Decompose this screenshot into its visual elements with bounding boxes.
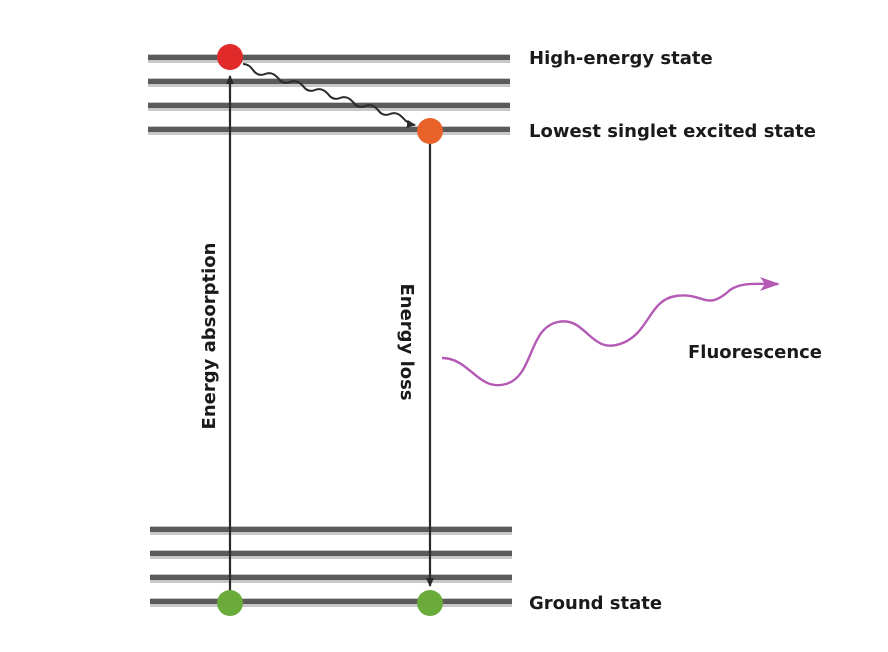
- excited-levels: [148, 54, 510, 135]
- label-energy-absorption: Energy absorption: [199, 243, 220, 430]
- fluorescence-wave: [441, 276, 780, 387]
- label-energy-loss: Energy loss: [396, 283, 417, 400]
- ground-electron-left: [217, 590, 243, 616]
- upper-level-3-line: [148, 103, 510, 108]
- relaxation-wavy-arrow: [242, 63, 416, 128]
- high-energy-electron: [217, 44, 243, 70]
- ground-level-4-line: [150, 599, 512, 604]
- upper-level-4-line: [148, 127, 510, 132]
- ground-level-3-line: [150, 575, 512, 580]
- ground-levels: [150, 526, 512, 607]
- ground-electron-right: [417, 590, 443, 616]
- ground-level-1-line: [150, 527, 512, 532]
- upper-level-1-line: [148, 55, 510, 60]
- label-ground-state: Ground state: [529, 593, 662, 614]
- upper-level-2-line: [148, 79, 510, 84]
- label-lowest-singlet-state: Lowest singlet excited state: [529, 121, 816, 142]
- singlet-electron: [417, 118, 443, 144]
- ground-level-2-line: [150, 551, 512, 556]
- label-high-energy-state: High-energy state: [529, 48, 713, 69]
- label-fluorescence: Fluorescence: [688, 342, 822, 363]
